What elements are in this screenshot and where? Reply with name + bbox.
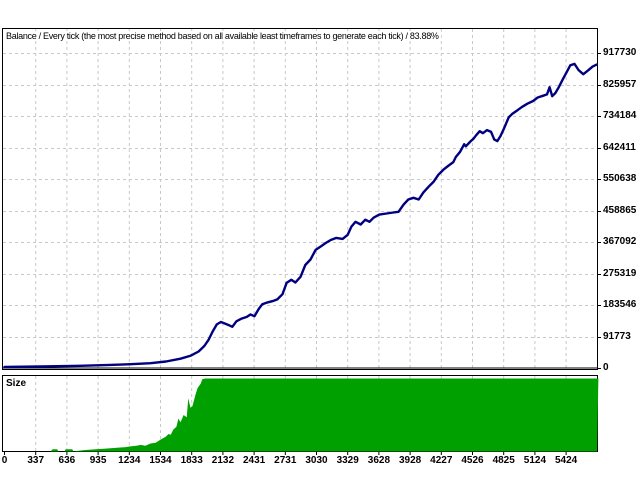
balance-panel [2,28,598,370]
size-histogram [4,378,599,452]
x-axis-label: 5424 [554,455,578,466]
x-axis-label: 337 [27,455,45,466]
y-axis-label: 917730 [603,47,637,58]
x-axis-label: 3628 [367,455,391,466]
x-axis-label: 0 [1,455,8,466]
x-axis-label: 636 [58,455,76,466]
y-axis-label: 825957 [603,78,637,90]
y-axis-label: 367092 [603,236,637,247]
balance-line [3,62,598,369]
size-panel-label: Size [6,378,27,389]
x-axis-label: 3928 [398,455,422,466]
x-axis-label: 4227 [430,455,453,466]
x-axis-label: 4526 [461,455,484,466]
x-axis-label: 3329 [336,455,359,466]
x-axis-label: 1534 [149,455,172,466]
x-axis-label: 2431 [242,455,266,466]
y-axis-label: 183546 [603,299,637,310]
balance-chart-title: Balance / Every tick (the most precise m… [6,31,441,41]
x-axis-label: 4825 [492,455,515,466]
x-axis-label: 2731 [274,455,297,466]
y-axis-label: 550638 [603,173,637,184]
x-axis-label: 3030 [305,455,328,466]
y-axis-label: 642411 [603,141,636,153]
y-axis-label: 458865 [603,204,637,216]
y-axis-label: 734184 [603,110,637,121]
y-axis-label: 275319 [603,267,637,279]
x-axis-label: 5124 [523,455,547,466]
x-axis-label: 1234 [118,455,141,466]
x-axis-label: 1833 [180,455,203,466]
y-axis-label: 91773 [603,330,631,342]
x-axis-label: 935 [89,455,107,466]
y-axis-label: 0 [603,362,609,373]
x-axis-label: 2132 [211,455,235,466]
